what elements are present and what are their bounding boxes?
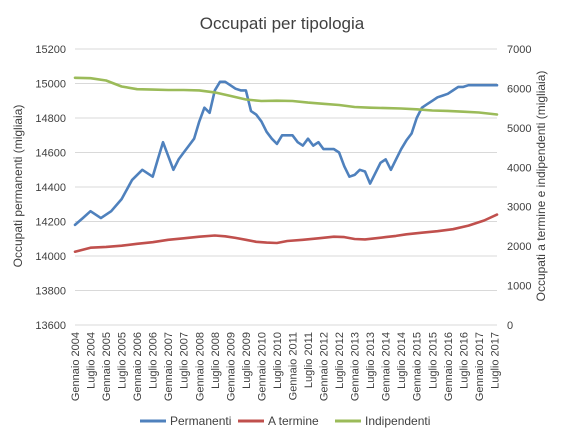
legend-label-permanenti: Permanenti xyxy=(170,414,231,428)
right-tick-label: 2000 xyxy=(507,241,531,253)
right-tick-label: 7000 xyxy=(507,44,531,56)
series-line-a-termine xyxy=(73,213,499,253)
series-lines xyxy=(73,76,499,253)
right-tick-label: 3000 xyxy=(507,202,531,214)
x-tick-label: Gennaio 2009 xyxy=(225,332,237,401)
left-tick-label: 13800 xyxy=(35,286,66,298)
x-tick-label: Gennaio 2007 xyxy=(163,332,175,401)
x-tick-label: Luglio 2014 xyxy=(396,332,408,389)
x-tick-label: Luglio 2012 xyxy=(334,332,346,389)
left-tick-label: 15000 xyxy=(35,79,66,91)
legend-label-indipendenti: Indipendenti xyxy=(365,414,430,428)
left-tick-label: 14000 xyxy=(35,251,66,263)
x-tick-label: Gennaio 2008 xyxy=(194,332,206,401)
x-tick-label: Gennaio 2015 xyxy=(412,332,424,401)
x-tick-label: Luglio 2017 xyxy=(489,332,501,389)
series-line-indipendenti xyxy=(73,76,499,116)
legend: Permanenti A termine Indipendenti xyxy=(140,414,430,428)
legend-label-a-termine: A termine xyxy=(268,414,319,428)
left-tick-label: 14600 xyxy=(35,148,66,160)
x-tick-label: Luglio 2008 xyxy=(210,332,222,389)
right-axis-ticks: 0 1000 2000 3000 4000 5000 6000 7000 xyxy=(507,44,531,332)
x-tick-label: Luglio 2006 xyxy=(148,332,160,389)
right-tick-label: 4000 xyxy=(507,162,531,174)
x-tick-label: Luglio 2004 xyxy=(86,332,98,389)
left-tick-label: 14200 xyxy=(35,217,66,229)
left-tick-label: 14400 xyxy=(35,182,66,194)
x-tick-label: Luglio 2007 xyxy=(179,332,191,389)
gridlines xyxy=(75,48,497,291)
x-tick-label: Gennaio 2004 xyxy=(70,332,82,401)
x-tick-label: Luglio 2016 xyxy=(458,332,470,389)
x-tick-label: Gennaio 2010 xyxy=(256,332,268,401)
left-axis-title: Occupati permanenti (migliaia) xyxy=(11,105,25,268)
chart-title: Occupati per tipologia xyxy=(200,14,365,33)
x-tick-label: Gennaio 2011 xyxy=(288,332,300,400)
series-line-permanenti xyxy=(73,80,499,227)
x-tick-label: Luglio 2010 xyxy=(272,332,284,389)
left-tick-label: 14800 xyxy=(35,113,66,125)
x-tick-label: Gennaio 2017 xyxy=(474,332,486,401)
x-axis-ticks: Gennaio 2004 Luglio 2004 Gennaio 2005 Lugli… xyxy=(70,332,501,401)
right-tick-label: 1000 xyxy=(507,281,531,293)
x-tick-label: Luglio 2009 xyxy=(241,332,253,389)
right-tick-label: 6000 xyxy=(507,83,531,95)
right-axis-title: Occupati a termine e indipendenti (migli… xyxy=(534,71,548,302)
x-tick-label: Gennaio 2016 xyxy=(443,332,455,401)
x-tick-label: Gennaio 2005 xyxy=(101,332,113,401)
x-tick-label: Luglio 2011 xyxy=(303,332,315,388)
x-tick-label: Luglio 2005 xyxy=(117,332,129,389)
x-tick-label: Luglio 2015 xyxy=(427,332,439,389)
left-tick-label: 15200 xyxy=(35,44,66,56)
x-tick-label: Gennaio 2006 xyxy=(132,332,144,401)
right-tick-label: 0 xyxy=(507,320,513,332)
right-tick-label: 5000 xyxy=(507,123,531,135)
left-axis-ticks: 13600 13800 14000 14200 14400 14600 14800 15000… xyxy=(35,44,66,332)
left-tick-label: 13600 xyxy=(35,320,66,332)
x-tick-label: Luglio 2013 xyxy=(365,332,377,389)
x-tick-label: Gennaio 2013 xyxy=(350,332,362,401)
x-tick-label: Gennaio 2012 xyxy=(319,332,331,401)
x-tick-label: Gennaio 2014 xyxy=(381,332,393,401)
